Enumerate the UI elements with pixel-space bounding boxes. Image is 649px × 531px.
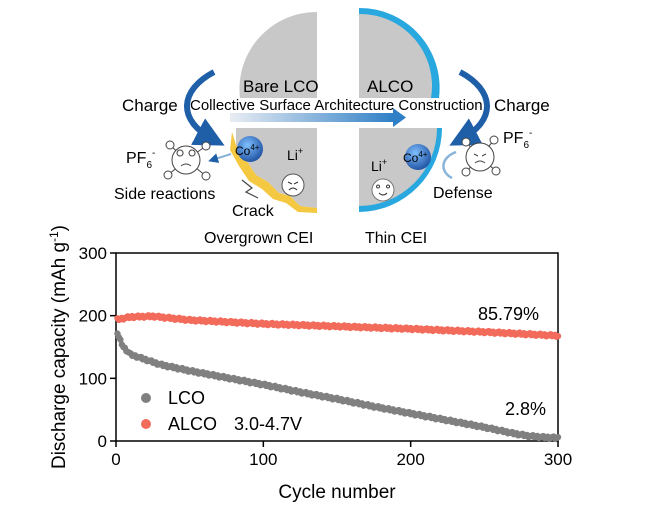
legend-marker-lco bbox=[141, 393, 151, 403]
bare-lco-particle bbox=[239, 11, 317, 99]
process-arrowhead bbox=[393, 108, 406, 127]
pf6-molecule-left bbox=[163, 140, 211, 181]
defense-arrow bbox=[442, 150, 457, 180]
thin-cei-label: Thin CEI bbox=[365, 230, 427, 247]
crack-mark bbox=[241, 179, 259, 199]
chart: 0 100 200 300 0 100 200 300 Cycle number Discha… bbox=[47, 225, 572, 503]
charge-arrow-left bbox=[184, 69, 225, 146]
series-lco bbox=[114, 330, 562, 442]
legend-label-lco: LCO bbox=[168, 388, 205, 408]
x-tick-label: 100 bbox=[249, 450, 277, 469]
schematic: Bare LCO ALCO Collective Surface Archite… bbox=[114, 7, 550, 247]
pf6-molecule-right bbox=[461, 135, 501, 177]
lco-retention-label: 2.8% bbox=[505, 399, 546, 419]
process-arrow-bar bbox=[230, 113, 395, 122]
overgrown-cei-layer bbox=[230, 132, 317, 213]
data-marks bbox=[114, 312, 562, 442]
side-reaction-arrow bbox=[208, 153, 232, 163]
legend-label-alco: ALCO bbox=[168, 414, 217, 434]
defense-label: Defense bbox=[433, 185, 493, 202]
co-ion-left bbox=[237, 136, 263, 162]
co-ion-right bbox=[405, 144, 431, 170]
voltage-note: 3.0-4.7V bbox=[234, 414, 302, 434]
side-reactions-label: Side reactions bbox=[114, 186, 215, 203]
charge-arrow-right bbox=[449, 69, 490, 146]
y-tick-label: 0 bbox=[98, 432, 107, 451]
x-tick-label: 300 bbox=[544, 450, 572, 469]
overgrown-cei-label: Overgrown CEI bbox=[204, 230, 313, 247]
axis-labels: 0 100 200 300 0 100 200 300 bbox=[79, 244, 573, 469]
li-ion-left-label: Li+ bbox=[287, 146, 303, 163]
alco-label: ALCO bbox=[367, 77, 413, 96]
crack-label: Crack bbox=[232, 203, 275, 220]
process-label: Collective Surface Architecture Construc… bbox=[190, 97, 483, 114]
y-tick-label: 300 bbox=[79, 244, 107, 263]
y-tick-label: 100 bbox=[79, 369, 107, 388]
y-tick-label: 200 bbox=[79, 307, 107, 326]
charge-label-right: Charge bbox=[494, 96, 550, 115]
li-face-right bbox=[371, 178, 395, 202]
pf6-left-label: PF6- bbox=[126, 148, 155, 171]
legend: LCO ALCO 3.0-4.7V bbox=[141, 388, 302, 434]
pf6-right-label: PF6- bbox=[503, 128, 532, 151]
data-point bbox=[554, 433, 562, 441]
co-ion-left-label: Co4+ bbox=[235, 143, 260, 158]
alco-particle bbox=[359, 13, 433, 98]
bare-lco-label: Bare LCO bbox=[243, 77, 319, 96]
charge-label-left: Charge bbox=[122, 96, 178, 115]
y-axis-label: Discharge capacity (mAh g-1) bbox=[47, 225, 70, 469]
li-ion-right-label: Li+ bbox=[371, 157, 387, 174]
legend-marker-alco bbox=[141, 419, 151, 429]
x-tick-label: 0 bbox=[111, 450, 120, 469]
plot-frame bbox=[115, 252, 559, 442]
li-face-left bbox=[281, 173, 305, 197]
axis-ticks bbox=[110, 252, 559, 447]
x-axis-label: Cycle number bbox=[278, 482, 396, 503]
x-tick-label: 200 bbox=[396, 450, 424, 469]
alco-retention-label: 85.79% bbox=[478, 304, 539, 324]
data-point bbox=[554, 332, 562, 340]
data-point bbox=[117, 336, 124, 343]
series-alco bbox=[114, 312, 562, 340]
co-ion-right-label: Co4+ bbox=[403, 150, 428, 165]
